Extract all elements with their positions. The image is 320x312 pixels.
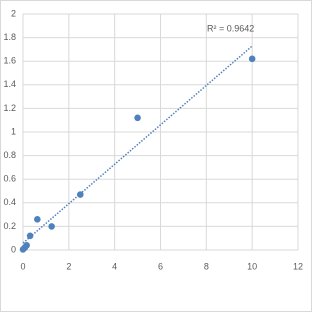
- x-tick-label: 4: [112, 261, 117, 271]
- annotation: R² = 0.9642: [207, 23, 254, 33]
- data-point: [48, 223, 55, 230]
- y-tick-label: 0.8: [3, 150, 16, 160]
- data-point: [26, 232, 34, 240]
- y-tick-label: 1.6: [3, 56, 16, 66]
- data-point: [23, 241, 30, 249]
- y-tick-label: 1.4: [3, 79, 16, 89]
- y-tick-label: 1.2: [3, 103, 16, 113]
- x-tick-label: 0: [20, 261, 25, 271]
- y-tick-label: 0.4: [3, 197, 16, 207]
- data-point: [134, 114, 141, 122]
- trendline: [22, 45, 253, 244]
- x-tick-label: 8: [204, 261, 209, 271]
- y-tick-label: 1.8: [3, 32, 16, 42]
- chart: 0 0.2 0.4 0.6 0.8 1 1.2 1.4 1.6 1.8 2 0 2 4 6 8 10 12 R² =…: [0, 0, 312, 312]
- data-point: [248, 55, 256, 63]
- x-tick-label: 2: [66, 261, 71, 271]
- y-tick-label: 2: [11, 8, 16, 18]
- y-tick-label: 0.6: [3, 174, 16, 184]
- x-tick-label: 12: [293, 261, 303, 271]
- x-tick-label: 10: [247, 261, 257, 271]
- y-tick-label: 0.2: [3, 221, 16, 231]
- y-tick-label: 1: [11, 126, 16, 136]
- data-point: [34, 216, 41, 223]
- x-tick-label: 6: [158, 261, 163, 271]
- y-tick-label: 0: [11, 244, 16, 254]
- data-point: [76, 191, 84, 198]
